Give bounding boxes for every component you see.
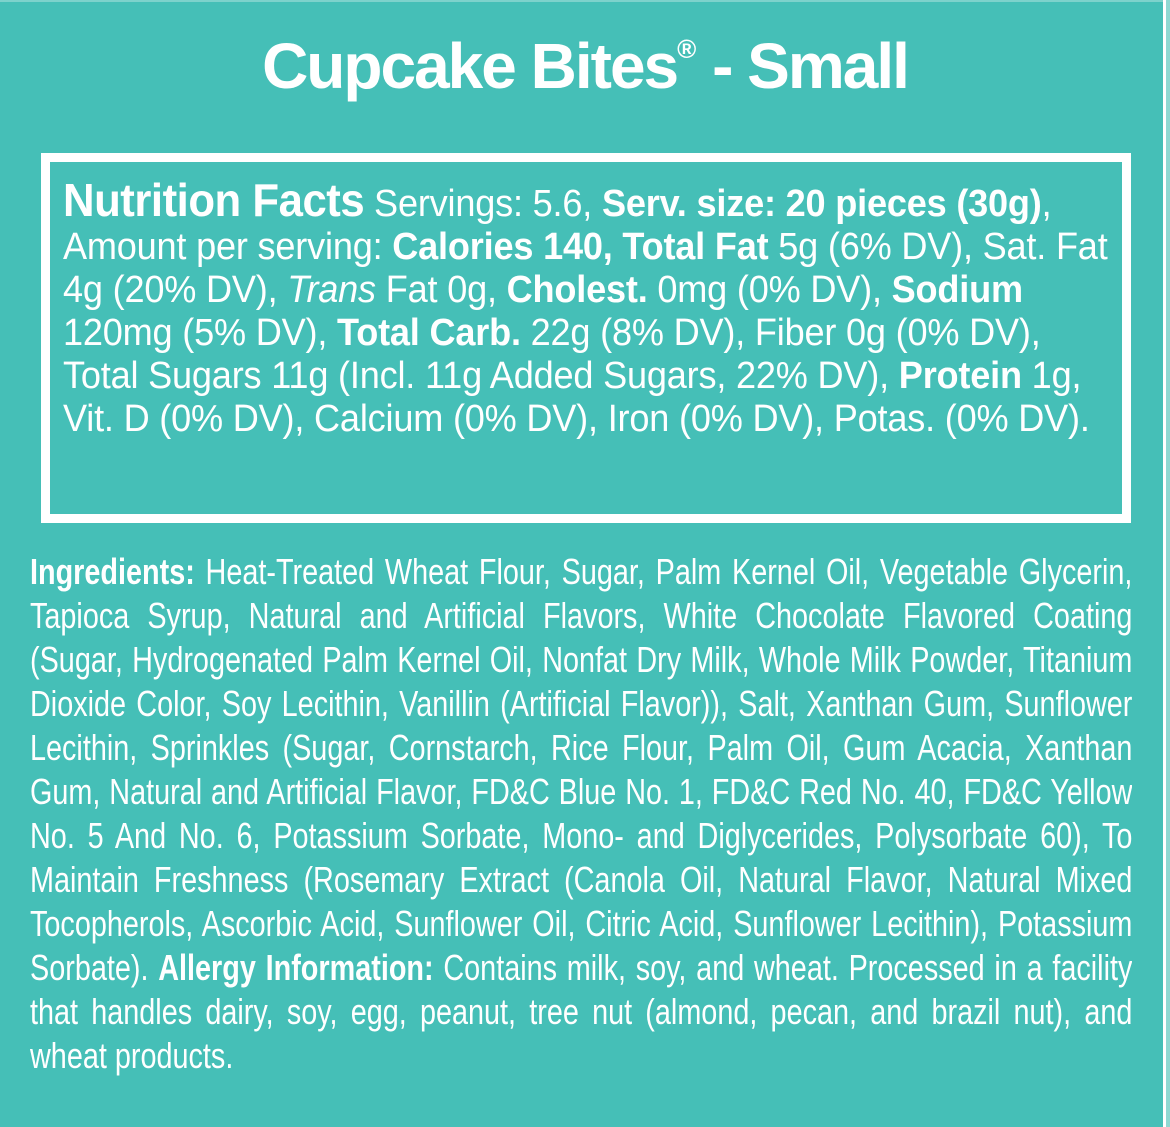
text-run-bold: Total Carb.	[337, 312, 521, 354]
product-title-name: Cupcake Bites	[262, 30, 679, 102]
product-title-suffix: - Small	[696, 30, 910, 102]
text-run-bold: Protein	[898, 355, 1022, 397]
text-run-regular: Contains milk, soy, and wheat. Processed…	[30, 947, 1132, 1076]
right-edge-line	[1163, 0, 1166, 1127]
text-run-regular: Servings: 5.6,	[364, 183, 602, 225]
text-run-bold: Allergy Information:	[158, 947, 434, 988]
product-title: Cupcake Bites® - Small	[0, 0, 1170, 102]
text-run-regular: 0mg (0% DV),	[647, 269, 892, 311]
text-run-bold: Cholest.	[506, 269, 648, 311]
ingredients-section: Ingredients: Heat-Treated Wheat Flour, S…	[30, 550, 1132, 1078]
text-run-heading: Nutrition Facts	[63, 174, 365, 226]
text-run-regular: 1g, Vit. D (0% DV), Calcium (0% DV), Iro…	[63, 355, 1090, 440]
text-run-bold: Serv. size: 20 pieces (30g)	[601, 183, 1042, 225]
text-run-regular: 5g (6% DV), Sat. Fat 4g (20% DV),	[63, 226, 1108, 311]
text-run-regular: 22g (8% DV), Fiber 0g (0% DV), Total Sug…	[63, 312, 1041, 397]
nutrition-facts-box: Nutrition Facts Servings: 5.6, Serv. siz…	[41, 153, 1131, 523]
text-run-bold: Ingredients:	[30, 551, 195, 592]
text-run-bold: Calories 140, Total Fat	[392, 226, 769, 268]
text-run-regular: Heat-Treated Wheat Flour, Sugar, Palm Ke…	[30, 551, 1132, 988]
registered-trademark-symbol: ®	[677, 34, 697, 64]
ingredients-text: Ingredients: Heat-Treated Wheat Flour, S…	[30, 550, 1132, 1078]
text-run-regular: Fat 0g,	[375, 269, 507, 311]
right-edge-sliver	[1166, 0, 1170, 1127]
text-run-italic: Trans	[287, 269, 376, 311]
top-edge-highlight	[0, 0, 1170, 2]
nutrition-facts-text: Nutrition Facts Servings: 5.6, Serv. siz…	[63, 177, 1108, 441]
text-run-bold: Sodium	[891, 269, 1023, 311]
text-run-regular: 120mg (5% DV),	[63, 312, 338, 354]
text-run-regular: , Amount per serving:	[63, 183, 1052, 268]
